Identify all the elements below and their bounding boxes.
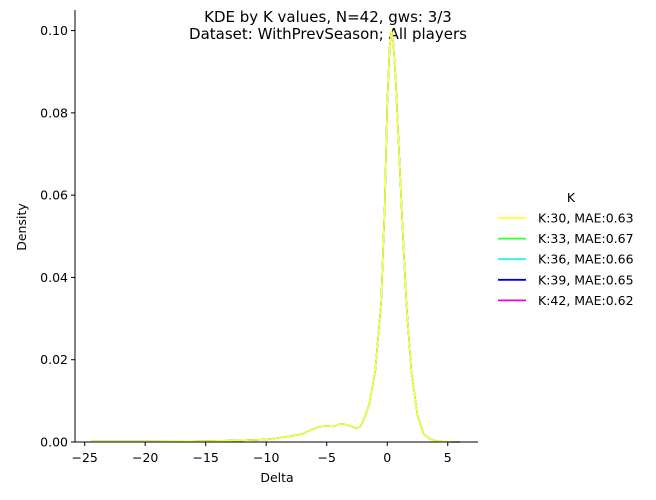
legend-label-2: K:36, MAE:0.66 bbox=[538, 252, 634, 267]
series-line-2 bbox=[90, 30, 460, 443]
series-lines bbox=[90, 30, 460, 443]
y-axis-ticks: 0.00 0.02 0.04 0.06 0.08 0.10 bbox=[40, 23, 75, 450]
x-tick-label: −15 bbox=[193, 450, 219, 465]
series-line-3 bbox=[90, 30, 460, 443]
chart-subtitle: Dataset: WithPrevSeason; All players bbox=[189, 25, 467, 43]
legend-label-4: K:42, MAE:0.62 bbox=[538, 293, 634, 308]
legend-label-1: K:33, MAE:0.67 bbox=[538, 231, 634, 246]
x-tick-label: −5 bbox=[318, 450, 336, 465]
series-line-1 bbox=[90, 30, 460, 443]
x-tick-label: 5 bbox=[444, 450, 452, 465]
legend-label-0: K:30, MAE:0.63 bbox=[538, 211, 634, 226]
y-tick-label: 0.08 bbox=[40, 105, 68, 120]
x-tick-label: −25 bbox=[71, 450, 97, 465]
series-line-0 bbox=[90, 30, 460, 443]
y-tick-label: 0.00 bbox=[40, 435, 68, 450]
series-line-4 bbox=[90, 30, 460, 443]
legend-label-3: K:39, MAE:0.65 bbox=[538, 272, 634, 287]
y-tick-label: 0.04 bbox=[40, 270, 68, 285]
y-tick-label: 0.06 bbox=[40, 188, 68, 203]
x-tick-label: −20 bbox=[132, 450, 158, 465]
x-tick-label: −10 bbox=[253, 450, 279, 465]
y-axis-label: Density bbox=[14, 203, 29, 251]
x-tick-label: 0 bbox=[383, 450, 391, 465]
legend: K K:30, MAE:0.63 K:33, MAE:0.67 K:36, MAE:… bbox=[498, 190, 634, 308]
y-tick-label: 0.10 bbox=[40, 23, 68, 38]
chart-title: KDE by K values, N=42, gws: 3/3 bbox=[204, 8, 452, 26]
x-axis-ticks: −25 −20 −15 −10 −5 0 5 bbox=[71, 442, 452, 465]
y-tick-label: 0.02 bbox=[40, 352, 68, 367]
legend-title: K bbox=[567, 190, 576, 205]
x-axis-label: Delta bbox=[260, 470, 293, 485]
